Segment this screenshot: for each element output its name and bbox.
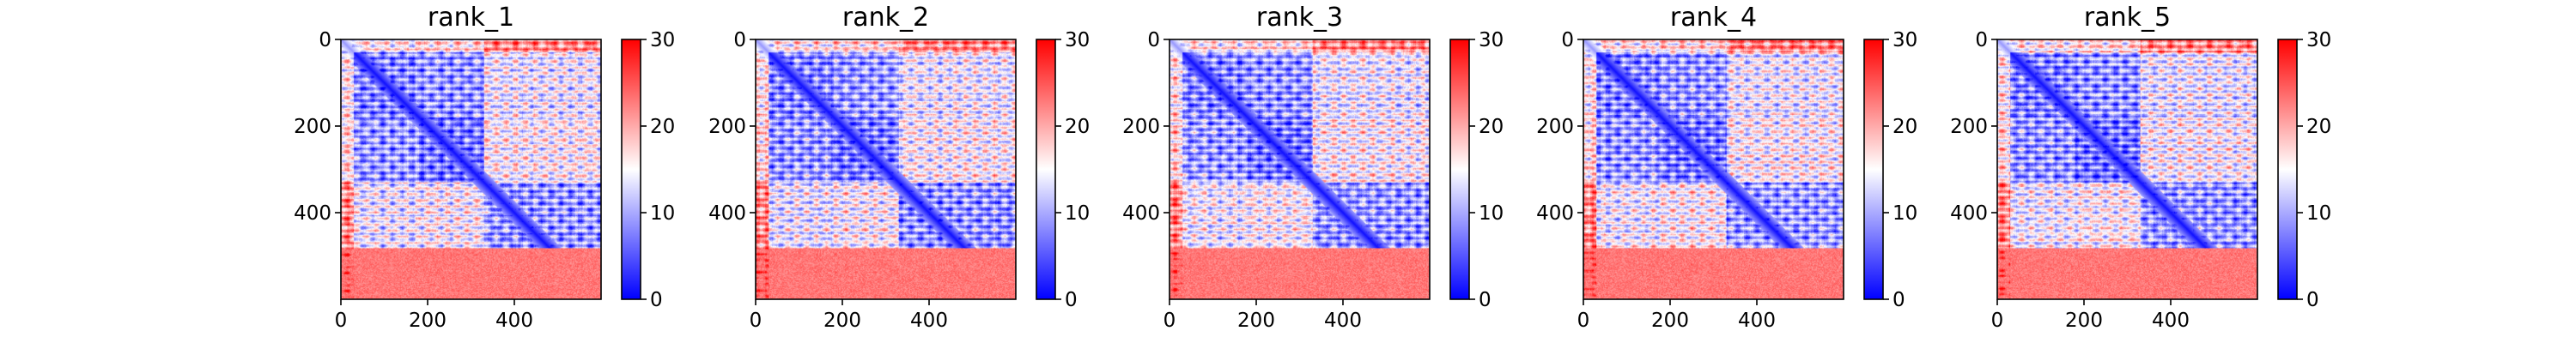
colorbar-frame: [1449, 39, 1470, 300]
heatmap-frame: [1169, 39, 1431, 300]
y-tick-label: 400: [708, 202, 746, 225]
panel-title: rank_2: [842, 3, 929, 33]
colorbar-tick-label: 20: [1893, 116, 1917, 138]
pae-heatmap: [756, 39, 1016, 299]
colorbar-tick-label: 10: [1479, 202, 1504, 225]
panel-title: rank_3: [1256, 3, 1343, 33]
x-tick-label: 200: [823, 310, 861, 332]
heatmap-panel-1: rank_1 0 200 400 0 200 400 0 10 20 30: [294, 3, 675, 332]
colorbar-tick-label: 10: [2306, 202, 2331, 225]
colorbar: [1450, 39, 1469, 299]
y-tick-label: 400: [1950, 202, 1988, 225]
colorbar-tick-label: 10: [1065, 202, 1090, 225]
x-tick-label: 400: [2152, 310, 2190, 332]
x-tick-label: 400: [1324, 310, 1362, 332]
y-tick-label: 200: [1122, 116, 1160, 138]
colorbar-frame: [2277, 39, 2298, 300]
panel-title: rank_1: [428, 3, 514, 33]
colorbar-frame: [1863, 39, 1884, 300]
x-tick-label: 200: [409, 310, 447, 332]
colorbar: [622, 39, 641, 299]
colorbar: [1036, 39, 1055, 299]
colorbar-tick-label: 30: [2306, 29, 2331, 51]
colorbar-tick-label: 20: [1479, 116, 1504, 138]
y-tick-label: 0: [1561, 29, 1574, 51]
x-tick-label: 200: [1651, 310, 1689, 332]
x-tick-label: 0: [1577, 310, 1590, 332]
colorbar-tick-label: 20: [650, 116, 675, 138]
heatmap-panel-5: rank_5 0 200 400 0 200 400 0 10 20 30: [1950, 3, 2331, 332]
colorbar-tick-label: 10: [650, 202, 675, 225]
x-tick-label: 0: [1163, 310, 1176, 332]
x-tick-label: 200: [1237, 310, 1275, 332]
colorbar-tick-label: 20: [2306, 116, 2331, 138]
y-tick-label: 0: [733, 29, 746, 51]
colorbar-tick-label: 30: [1893, 29, 1917, 51]
colorbar: [2278, 39, 2297, 299]
pae-heatmap: [1170, 39, 1430, 299]
x-tick-label: 0: [1991, 310, 2004, 332]
heatmap-frame: [340, 39, 602, 300]
y-tick-label: 400: [1122, 202, 1160, 225]
y-tick-label: 0: [1147, 29, 1160, 51]
pae-heatmap: [1997, 39, 2257, 299]
x-tick-label: 400: [1738, 310, 1776, 332]
pae-heatmap: [341, 39, 601, 299]
colorbar: [1864, 39, 1883, 299]
x-tick-label: 400: [495, 310, 533, 332]
heatmap-panel-2: rank_2 0 200 400 0 200 400 0 10 20 30: [708, 3, 1090, 332]
y-tick-label: 200: [1536, 116, 1574, 138]
y-tick-label: 200: [1950, 116, 1988, 138]
y-tick-label: 400: [1536, 202, 1574, 225]
colorbar-tick-label: 0: [2306, 289, 2319, 311]
colorbar-frame: [621, 39, 641, 300]
colorbar-tick-label: 0: [1065, 289, 1078, 311]
y-tick-label: 200: [294, 116, 331, 138]
y-tick-label: 0: [1975, 29, 1988, 51]
x-tick-label: 0: [750, 310, 762, 332]
heatmap-frame: [755, 39, 1017, 300]
panel-title: rank_4: [1670, 3, 1757, 33]
colorbar-tick-label: 30: [1065, 29, 1090, 51]
y-tick-label: 0: [319, 29, 331, 51]
heatmap-frame: [1583, 39, 1844, 300]
heatmap-panel-4: rank_4 0 200 400 0 200 400 0 10 20 30: [1536, 3, 1917, 332]
y-tick-label: 400: [294, 202, 331, 225]
pae-heatmap: [1583, 39, 1844, 299]
colorbar-tick-label: 0: [1893, 289, 1905, 311]
colorbar-tick-label: 10: [1893, 202, 1917, 225]
panel-title: rank_5: [2084, 3, 2171, 33]
colorbar-tick-label: 30: [1479, 29, 1504, 51]
colorbar-tick-label: 0: [1479, 289, 1492, 311]
x-tick-label: 0: [335, 310, 348, 332]
x-tick-label: 400: [910, 310, 948, 332]
colorbar-frame: [1036, 39, 1056, 300]
x-tick-label: 200: [2065, 310, 2103, 332]
heatmap-panel-3: rank_3 0 200 400 0 200 400 0 10 20 30: [1122, 3, 1504, 332]
heatmap-frame: [1996, 39, 2258, 300]
colorbar-tick-label: 0: [650, 289, 663, 311]
y-tick-label: 200: [708, 116, 746, 138]
colorbar-tick-label: 20: [1065, 116, 1090, 138]
colorbar-tick-label: 30: [650, 29, 675, 51]
